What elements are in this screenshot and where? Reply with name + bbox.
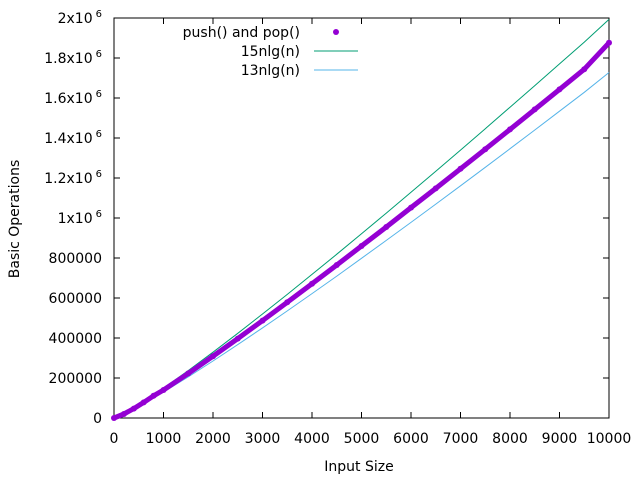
data-point xyxy=(606,39,612,46)
data-point xyxy=(507,126,513,133)
x-tick-label: 6000 xyxy=(393,431,429,447)
legend-label: push() and pop() xyxy=(183,25,300,41)
data-point xyxy=(457,165,464,172)
y-tick-label: 1.6x10 6 xyxy=(44,89,102,107)
y-tick-label: 600000 xyxy=(49,291,102,307)
legend: push() and pop() 15nlg(n) 13nlg(n) xyxy=(183,25,358,79)
series-point-band xyxy=(111,40,612,421)
x-tick-label: 5000 xyxy=(344,431,380,447)
y-tick-label: 2x10 6 xyxy=(58,9,102,27)
y-tick-label: 1x10 6 xyxy=(58,209,102,227)
data-point xyxy=(358,243,365,249)
plot-area xyxy=(113,17,610,419)
data-point xyxy=(408,204,414,211)
data-point xyxy=(234,335,241,342)
y-axis-label: Basic Operations xyxy=(7,160,23,278)
data-point xyxy=(284,299,291,306)
y-axis: 0 200000 400000 600000 800000 1x10 6 1.2x10 6 1.4… xyxy=(44,9,609,427)
plot-border xyxy=(113,17,610,419)
x-tick-label: 3000 xyxy=(245,431,281,447)
data-point xyxy=(111,415,117,421)
x-tick-label: 7000 xyxy=(443,431,479,447)
data-point xyxy=(140,399,147,406)
data-point xyxy=(531,106,538,113)
data-point xyxy=(160,387,167,393)
data-point xyxy=(383,224,390,230)
y-tick-label: 1.4x10 6 xyxy=(44,129,102,147)
x-tick-label: 1000 xyxy=(146,431,182,447)
legend-marker xyxy=(333,29,339,35)
y-tick-label: 1.8x10 6 xyxy=(44,49,102,67)
data-point xyxy=(482,146,489,153)
x-tick-label: 9000 xyxy=(542,431,578,447)
x-tick-label: 8000 xyxy=(492,431,528,447)
data-point xyxy=(259,317,266,324)
y-tick-label: 1.2x10 6 xyxy=(44,169,102,187)
data-point xyxy=(556,86,563,93)
data-point xyxy=(581,66,588,73)
x-tick-label: 2000 xyxy=(195,431,231,447)
y-tick-label: 400000 xyxy=(49,331,102,347)
x-tick-label: 10000 xyxy=(587,431,632,447)
y-tick-label: 0 xyxy=(93,411,102,427)
x-tick-label: 0 xyxy=(110,431,119,447)
series-group xyxy=(111,19,612,421)
data-point xyxy=(130,405,137,412)
legend-label: 15nlg(n) xyxy=(241,44,300,60)
y-tick-label: 800000 xyxy=(49,251,102,267)
x-tick-label: 4000 xyxy=(294,431,330,447)
data-point xyxy=(150,392,157,399)
data-point xyxy=(333,262,340,268)
series-line xyxy=(113,19,610,419)
data-point xyxy=(185,370,192,377)
x-axis-label: Input Size xyxy=(324,459,393,475)
data-point xyxy=(120,411,127,417)
data-point xyxy=(309,280,315,287)
legend-label: 13nlg(n) xyxy=(241,63,300,79)
data-point xyxy=(432,185,439,192)
data-point xyxy=(210,353,216,360)
y-tick-label: 200000 xyxy=(49,371,102,387)
x-axis: 0 1000 2000 3000 4000 5000 6000 7000 8000 9000 100… xyxy=(110,18,632,447)
